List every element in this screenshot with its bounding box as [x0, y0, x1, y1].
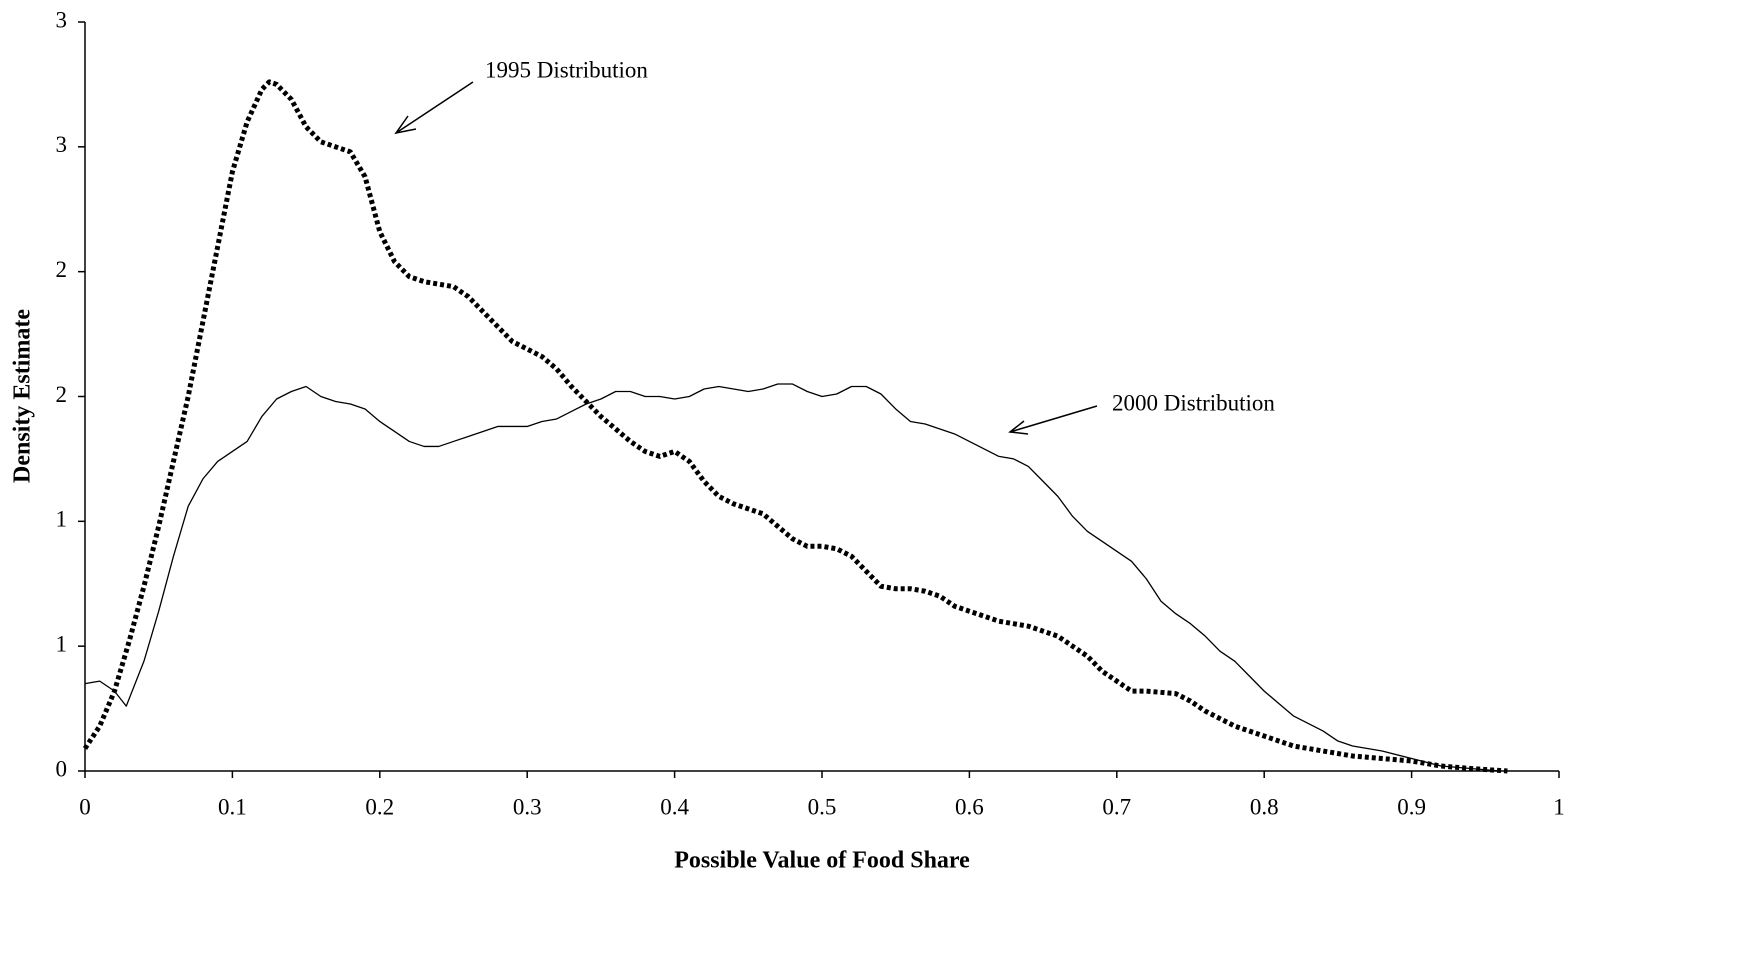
x-tick-label: 0.7	[1102, 794, 1131, 819]
x-tick-label: 0	[79, 794, 91, 819]
annotation: 2000 Distribution	[1112, 390, 1275, 415]
x-tick-label: 0.2	[365, 794, 394, 819]
x-tick-label: 0.9	[1397, 794, 1426, 819]
y-tick-label: 0	[56, 756, 68, 781]
x-tick-label: 1	[1553, 794, 1565, 819]
x-tick-label: 0.1	[218, 794, 247, 819]
y-tick-label: 3	[56, 132, 68, 157]
x-tick-label: 0.4	[660, 794, 689, 819]
y-tick-label: 1	[56, 507, 68, 532]
y-axis-title: Density Estimate	[10, 309, 36, 483]
line-series	[84, 383, 1501, 772]
x-tick-label: 0.8	[1250, 794, 1279, 819]
annotation-arrows	[394, 81, 1098, 435]
y-tick-label: 2	[56, 257, 68, 282]
arrow-head	[394, 115, 417, 135]
y-tick-label: 1	[56, 631, 68, 656]
line-series	[82, 79, 1508, 774]
arrow-head	[1008, 420, 1029, 435]
x-tick-label: 0.6	[955, 794, 984, 819]
annotation: 1995 Distribution	[485, 57, 648, 82]
x-tick-label: 0.5	[808, 794, 837, 819]
arrow	[395, 81, 474, 134]
x-tick-label: 0.3	[513, 794, 542, 819]
x-axis-title: Possible Value of Food Share	[674, 848, 970, 874]
y-tick-label: 2	[56, 382, 68, 407]
arrow	[1009, 405, 1098, 433]
y-tick-label: 3	[56, 7, 68, 32]
